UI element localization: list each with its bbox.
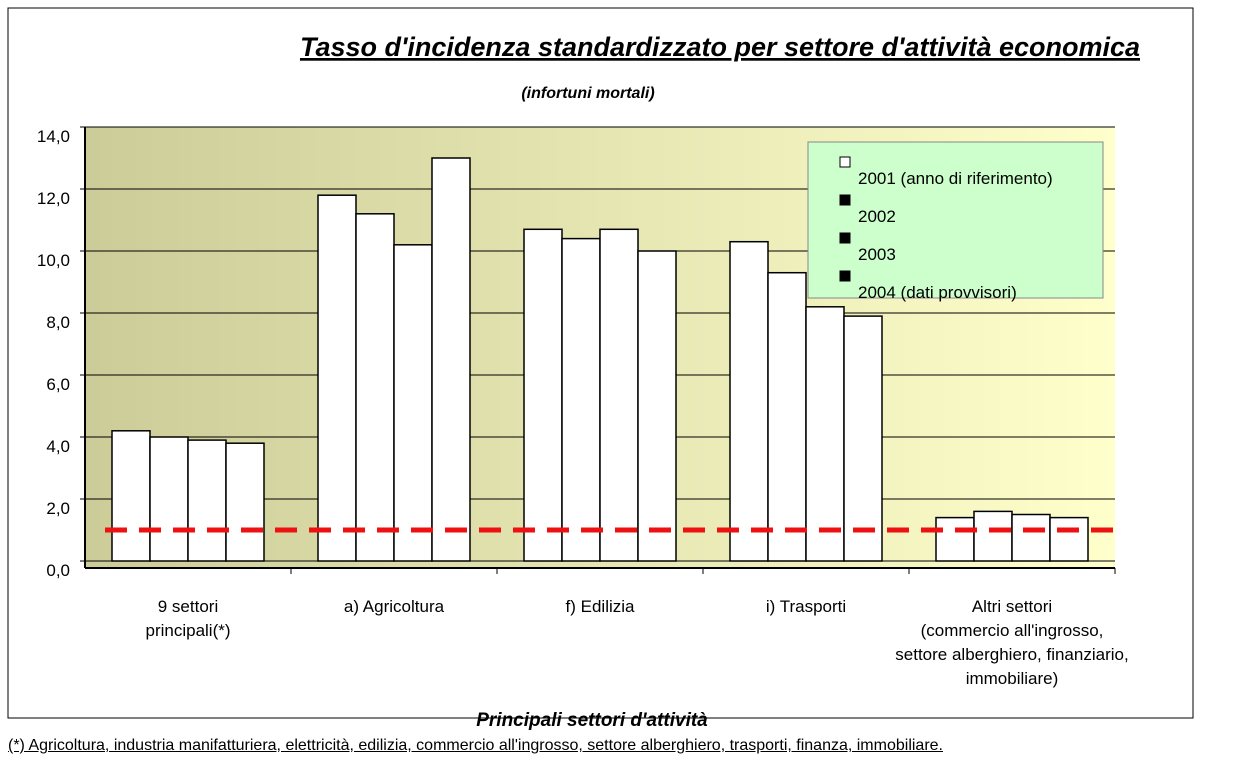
legend-label: 2003 <box>858 245 896 264</box>
x-tick-label: i) Trasporti <box>766 597 846 616</box>
bar <box>561 237 601 562</box>
legend-label: 2001 (anno di riferimento) <box>858 169 1053 188</box>
bar <box>637 250 677 562</box>
legend-marker <box>839 156 851 168</box>
x-tick-label: 9 settori principali(*) <box>145 597 230 640</box>
bar <box>767 271 807 562</box>
legend-marker <box>839 232 851 244</box>
bar <box>935 516 975 562</box>
y-tick-label: 14,0 <box>37 127 70 146</box>
bar <box>843 315 883 562</box>
bar <box>599 228 639 562</box>
x-tick-label: f) Edilizia <box>566 597 636 616</box>
footnote-box: (*) Agricoltura, industria manifatturier… <box>8 737 943 754</box>
bar <box>111 430 151 562</box>
legend-label: 2002 <box>858 207 896 226</box>
bar <box>355 213 395 562</box>
y-tick-label: 8,0 <box>46 313 70 332</box>
x-tick-label: Altri settori (commercio all'ingrosso, set… <box>895 597 1128 688</box>
bar <box>187 439 227 562</box>
y-tick-label: 10,0 <box>37 251 70 270</box>
footnote: (*) Agricoltura, industria manifatturier… <box>8 737 943 754</box>
chart-title: Tasso d'incidenza standardizzato per set… <box>300 32 1140 62</box>
chart-subtitle: (infortuni mortali) <box>521 85 654 102</box>
legend-marker <box>839 270 851 282</box>
legend-box <box>807 141 1104 299</box>
bar <box>523 228 563 562</box>
bar <box>1049 516 1089 562</box>
x-axis-title: Principali settori d'attività <box>476 710 708 731</box>
legend-marker <box>839 194 851 206</box>
bar <box>431 157 471 562</box>
bar <box>1011 513 1051 562</box>
legend-label: 2004 (dati provvisori) <box>858 283 1017 302</box>
bar <box>805 306 845 562</box>
bar <box>393 244 433 562</box>
y-tick-label: 4,0 <box>46 437 70 456</box>
y-tick-label: 2,0 <box>46 499 70 518</box>
bar <box>149 436 189 562</box>
chart-border <box>7 7 1194 719</box>
bar <box>317 194 357 562</box>
x-tick-label: a) Agricoltura <box>344 597 445 616</box>
bar <box>225 442 265 562</box>
y-tick-label: 6,0 <box>46 375 70 394</box>
y-tick-label: 0,0 <box>46 561 70 580</box>
bar <box>729 240 769 562</box>
bar <box>973 510 1013 562</box>
y-tick-label: 12,0 <box>37 189 70 208</box>
